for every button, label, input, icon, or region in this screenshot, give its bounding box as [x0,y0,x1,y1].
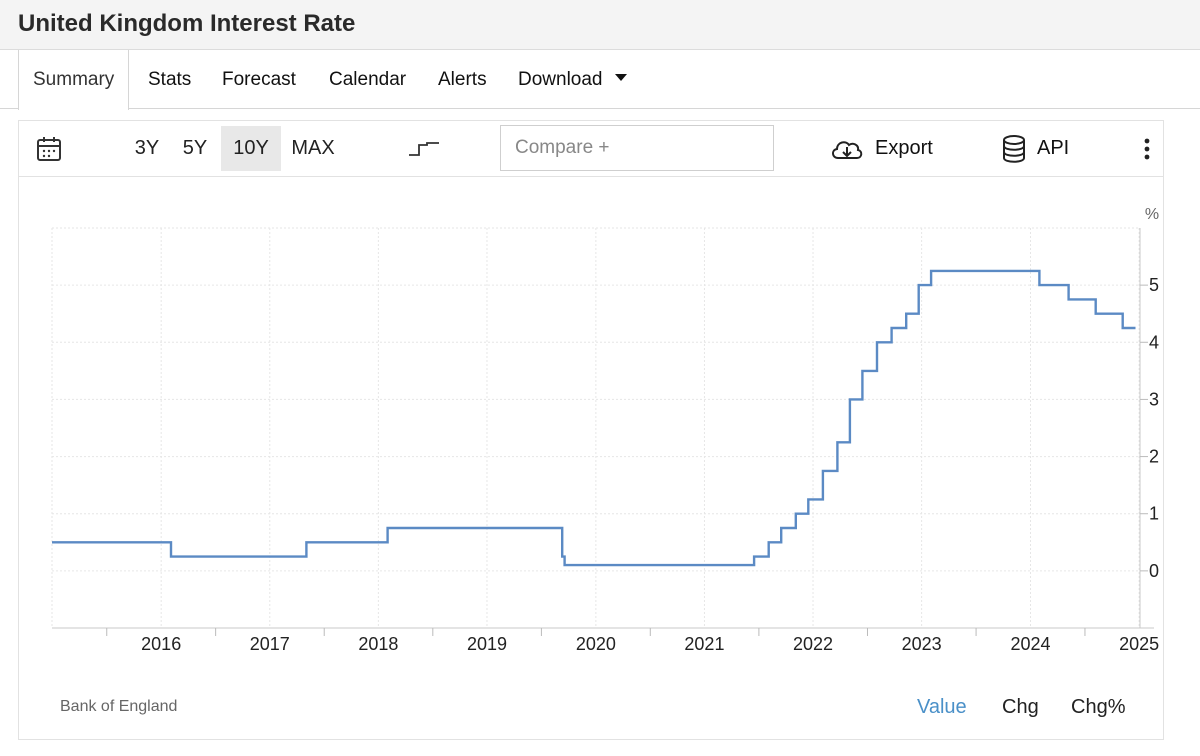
database-icon [1003,134,1025,163]
tab-summary[interactable]: Summary [18,50,130,110]
tab-bar: Summary Stats Forecast Calendar Alerts D… [0,50,1200,110]
compare-input[interactable]: Compare + [500,125,774,171]
x-tick-label: 2025 [1119,634,1159,654]
x-tick-label: 2016 [141,634,181,654]
x-tick-label: 2018 [358,634,398,654]
y-axis-unit-label: % [1145,206,1159,223]
y-tick-label: 4 [1149,332,1159,352]
y-tick-label: 1 [1149,504,1159,524]
api-label: API [1037,137,1070,159]
x-tick-label: 2021 [684,634,724,654]
calendar-icon[interactable] [35,126,73,171]
series-line-interest-rate [52,269,1136,567]
title-bar: United Kingdom Interest Rate [0,0,1200,50]
api-button[interactable]: API [1001,126,1069,171]
tab-alerts[interactable]: Alerts [438,69,487,90]
y-tick-label: 3 [1149,389,1159,409]
x-tick-label: 2024 [1010,634,1050,654]
chevron-down-icon [614,74,627,82]
mode-value-button[interactable]: Value [917,696,967,718]
x-tick-label: 2023 [902,634,942,654]
range-10y-button[interactable]: 10Y [221,126,281,171]
range-3y-button[interactable]: 3Y [134,137,160,159]
x-tick-label: 2017 [250,634,290,654]
chart-toolbar: 3Y 5Y 10Y MAX Compare + Export API [19,121,1163,177]
y-tick-label: 2 [1149,447,1159,467]
x-tick-label: 2020 [576,634,616,654]
y-tick-label: 5 [1149,275,1159,295]
export-button[interactable]: Export [829,126,933,171]
range-5y-button[interactable]: 5Y [182,137,208,159]
tab-stats[interactable]: Stats [148,69,192,90]
x-tick-label: 2019 [467,634,507,654]
chart-panel: 3Y 5Y 10Y MAX Compare + Export API [18,120,1164,740]
x-tick-label: 2022 [793,634,833,654]
tab-download[interactable]: Download [518,50,627,109]
page-title: United Kingdom Interest Rate [18,10,356,37]
mode-chg-button[interactable]: Chg [1002,696,1039,718]
more-options-icon[interactable] [1143,126,1161,171]
export-label: Export [875,137,933,159]
tab-calendar[interactable]: Calendar [329,69,407,90]
y-tick-label: 0 [1149,561,1159,581]
mode-chg-pct-button[interactable]: Chg% [1071,696,1126,718]
cloud-download-icon [832,140,863,159]
tab-download-label: Download [518,69,603,90]
tab-forecast[interactable]: Forecast [222,69,296,90]
step-line-icon[interactable] [407,126,451,171]
source-label: Bank of England [60,698,178,715]
range-max-button[interactable]: MAX [291,137,335,159]
